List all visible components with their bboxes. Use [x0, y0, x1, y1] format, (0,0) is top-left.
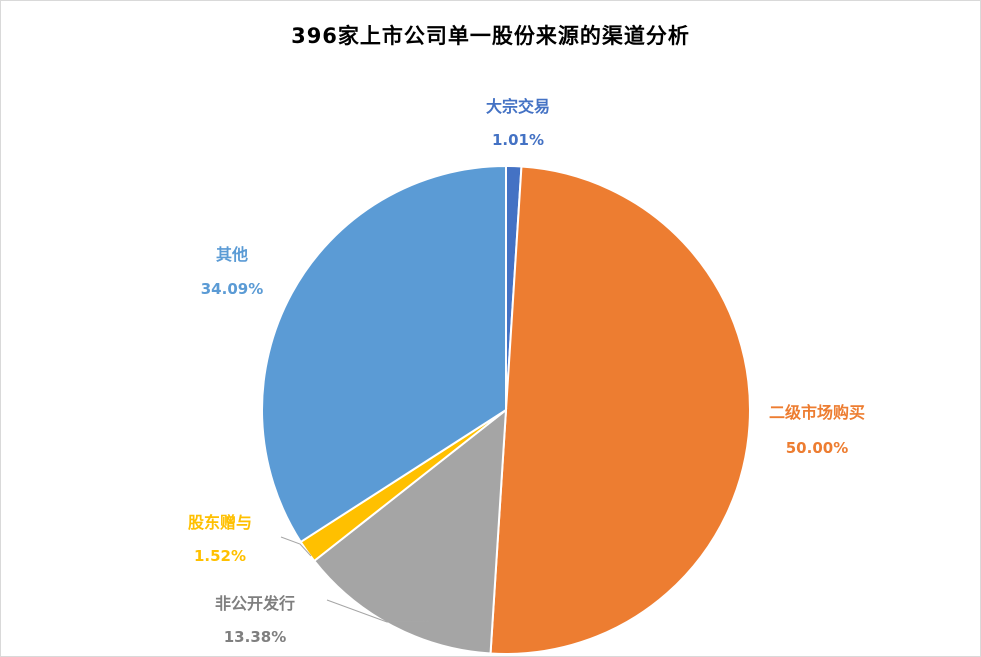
slice-labels: 大宗交易 1.01% 二级市场购买 50.00% 非公开发行 13.38% 股东赠与 1.52…	[188, 97, 865, 646]
slice-percent: 13.38%	[224, 628, 286, 646]
pie-slice	[312, 407, 508, 655]
chart-title: 396家上市公司单一股份来源的渠道分析	[291, 24, 690, 48]
leader-line	[326, 599, 430, 623]
slice-label: 大宗交易	[486, 97, 550, 116]
pie-slice	[261, 164, 507, 544]
slice-percent: 50.00%	[786, 439, 848, 457]
slice-label: 其他	[216, 245, 248, 264]
slice-label: 股东赠与	[188, 513, 252, 532]
leader-lines	[280, 536, 430, 623]
slice-label: 二级市场购买	[769, 403, 865, 422]
pie-slice	[489, 165, 751, 655]
slice-label: 非公开发行	[215, 594, 295, 613]
leader-line	[280, 536, 312, 557]
slice-percent: 34.09%	[201, 280, 263, 298]
pie-slices	[261, 164, 751, 655]
slice-percent: 1.01%	[492, 131, 544, 149]
slice-percent: 1.52%	[194, 547, 246, 565]
